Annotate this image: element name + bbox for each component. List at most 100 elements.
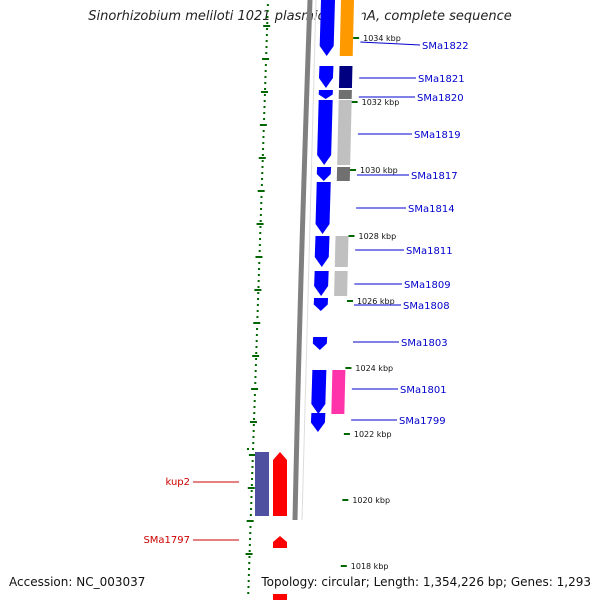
outer-ring-tick: [260, 91, 268, 93]
scale-tick-label: 1034 kbp: [363, 34, 401, 43]
forward-gene-arrow: [314, 236, 330, 267]
forward-gene-arrow: [313, 298, 329, 311]
outer-dot-ring: [253, 412, 256, 414]
forward-gene-label: SMa1822: [422, 41, 469, 52]
topology-summary: Topology: circular; Length: 1,354,226 bp…: [261, 575, 591, 589]
outer-dot-ring: [258, 268, 261, 270]
forward-gene-label: SMa1803: [401, 338, 448, 349]
cog-color-box: [334, 236, 349, 267]
outer-ring-tick: [256, 223, 264, 225]
outer-ring-tick: [245, 553, 253, 555]
outer-dot-ring: [255, 358, 258, 360]
outer-dot-ring: [257, 286, 260, 288]
outer-dot-ring: [266, 16, 269, 18]
forward-gene-label: SMa1819: [414, 130, 461, 141]
cog-color-box: [336, 167, 351, 181]
outer-dot-ring: [252, 424, 255, 426]
outer-dot-ring: [255, 340, 258, 342]
outer-dot-ring: [266, 28, 269, 30]
scale-tick-label: 1022 kbp: [354, 430, 392, 439]
outer-dot-ring: [255, 352, 258, 354]
outer-dot-ring: [249, 526, 252, 528]
outer-ring-tick: [246, 520, 254, 522]
outer-dot-ring: [256, 310, 259, 312]
outer-dot-ring: [250, 484, 253, 486]
outer-dot-ring: [262, 148, 265, 150]
forward-gene-label: SMa1820: [417, 93, 464, 104]
outer-dot-ring: [247, 592, 250, 594]
outer-dot-ring: [261, 166, 264, 168]
outer-ring-tick: [257, 190, 265, 192]
cog-color-box: [255, 452, 269, 516]
outer-ring-tick: [255, 256, 263, 258]
scale-tick-label: 1028 kbp: [358, 232, 396, 241]
outer-dot-ring: [261, 172, 264, 174]
forward-gene-arrow: [317, 100, 333, 165]
outer-dot-ring: [250, 508, 253, 510]
scale-tick-label: 1030 kbp: [360, 166, 398, 175]
outer-dot-ring: [254, 376, 257, 378]
outer-dot-ring: [266, 10, 269, 12]
outer-dot-ring: [247, 574, 250, 576]
outer-dot-ring: [250, 496, 253, 498]
outer-dot-ring: [262, 130, 265, 132]
scale-tick-label: 1020 kbp: [352, 496, 390, 505]
outer-dot-ring: [257, 280, 260, 282]
outer-dot-ring: [250, 502, 253, 504]
cog-color-box: [338, 90, 352, 99]
outer-dot-ring: [257, 292, 260, 294]
outer-ring-tick: [254, 289, 262, 291]
outer-dot-ring: [264, 70, 267, 72]
outer-dot-ring: [265, 40, 268, 42]
outer-dot-ring: [249, 532, 252, 534]
outer-dot-ring: [264, 76, 267, 78]
gene-leader-line: [360, 41, 421, 46]
outer-dot-ring: [260, 202, 263, 204]
outer-dot-ring: [252, 430, 255, 432]
outer-dot-ring: [263, 118, 266, 120]
outer-dot-ring: [253, 400, 256, 402]
outer-dot-ring: [247, 580, 250, 582]
outer-dot-ring: [251, 472, 254, 474]
outer-ring-tick: [247, 487, 255, 489]
outer-dot-ring: [251, 460, 254, 462]
outer-ring-tick: [251, 388, 259, 390]
outer-dot-ring: [265, 46, 268, 48]
outer-dot-ring: [252, 442, 255, 444]
outer-dot-ring: [254, 382, 257, 384]
outer-dot-ring: [263, 94, 266, 96]
forward-gene-label: SMa1821: [418, 74, 465, 85]
outer-dot-ring: [255, 334, 258, 336]
forward-gene-label: SMa1817: [411, 171, 458, 182]
reverse-gene-arrow: [273, 452, 287, 516]
backbone-shadow: [301, 0, 317, 521]
scale-tick-label: 1024 kbp: [355, 364, 393, 373]
forward-gene-arrow: [316, 167, 332, 181]
cog-color-box: [338, 66, 353, 88]
outer-dot-ring: [253, 394, 256, 396]
scale-tick-label: 1018 kbp: [351, 562, 389, 571]
forward-gene-arrow: [314, 271, 329, 296]
cog-color-box: [339, 0, 354, 56]
outer-dot-ring: [259, 232, 262, 234]
outer-dot-ring: [266, 4, 269, 6]
cog-color-box: [331, 370, 346, 414]
outer-dot-ring: [260, 184, 263, 186]
outer-dot-ring: [258, 244, 261, 246]
reverse-gene-fragment: [273, 594, 287, 600]
outer-dot-ring: [263, 106, 266, 108]
outer-dot-ring: [249, 514, 252, 516]
outer-dot-ring: [254, 364, 257, 366]
outer-dot-ring: [264, 88, 267, 90]
outer-dot-ring: [260, 196, 263, 198]
outer-dot-ring: [259, 220, 262, 222]
outer-ring-tick: [263, 25, 271, 27]
outer-dot-ring: [262, 142, 265, 144]
outer-dot-ring: [249, 538, 252, 540]
reverse-gene-label: kup2: [165, 477, 190, 488]
outer-dot-ring: [263, 112, 266, 114]
outer-dot-ring: [256, 328, 259, 330]
accession-label: Accession: NC_003037: [9, 575, 146, 589]
outer-dot-ring: [247, 448, 249, 450]
